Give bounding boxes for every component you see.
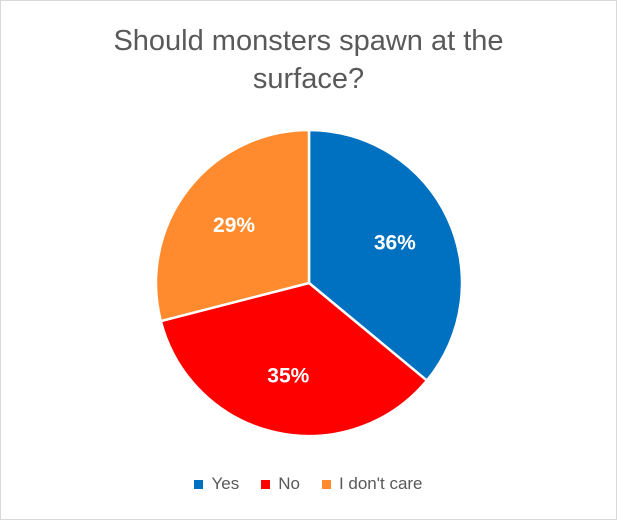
- pie-slice-yes: [307, 128, 464, 383]
- chart-title-line-2: surface?: [252, 63, 365, 95]
- legend-label: No: [278, 474, 300, 493]
- legend-label: I don't care: [338, 474, 423, 493]
- chart-title: Should monsters spawn at the surface?: [0, 22, 617, 98]
- legend-item: No: [261, 474, 300, 494]
- data-label: 35%: [267, 365, 309, 388]
- legend-swatch: [321, 479, 331, 489]
- data-label: 36%: [374, 232, 416, 255]
- legend: Yes No I don't care: [0, 474, 617, 494]
- chart-title-line-1: Should monsters spawn at the: [113, 25, 504, 57]
- legend-item: I don't care: [321, 474, 423, 494]
- data-label: 29%: [213, 214, 255, 237]
- legend-label: Yes: [211, 474, 240, 493]
- legend-swatch: [194, 479, 204, 489]
- pie-slice-i-don-t-care: [154, 128, 311, 323]
- legend-item: Yes: [194, 474, 239, 494]
- legend-swatch: [261, 479, 271, 489]
- pie-slice-no: [159, 281, 429, 438]
